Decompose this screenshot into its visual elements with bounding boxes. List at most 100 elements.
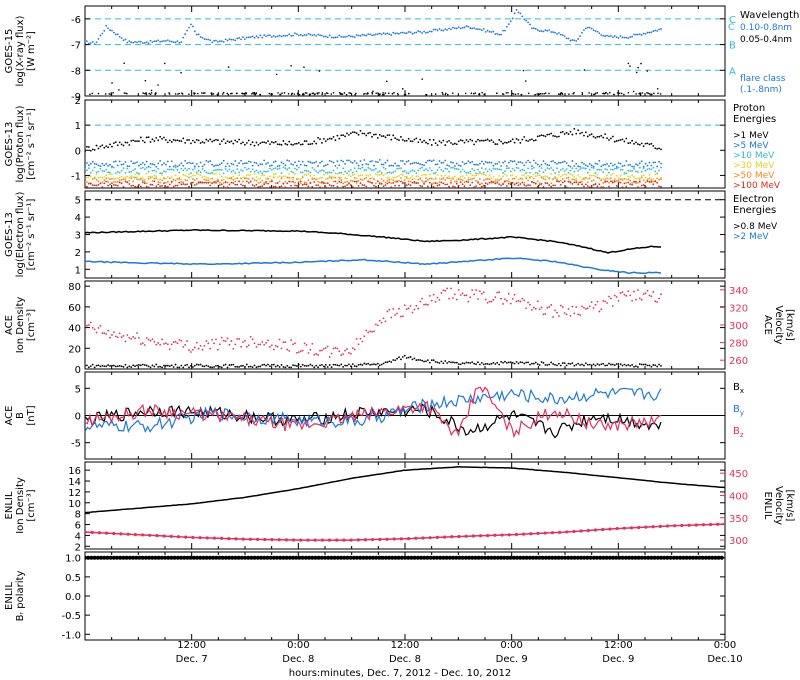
data-point	[376, 362, 379, 365]
data-point	[544, 169, 547, 171]
data-point	[107, 181, 110, 183]
data-point	[691, 555, 695, 560]
data-point	[213, 169, 215, 172]
data-point	[459, 181, 462, 184]
data-point	[361, 179, 364, 181]
data-point	[259, 555, 263, 560]
data-point	[322, 165, 325, 167]
data-point	[307, 173, 310, 175]
data-point	[86, 364, 88, 367]
data-point	[303, 33, 306, 36]
data-point	[353, 36, 356, 39]
data-point	[455, 180, 458, 183]
data-point	[340, 176, 343, 179]
data-point	[428, 177, 431, 180]
data-point	[610, 34, 612, 37]
data-point	[525, 161, 528, 164]
data-point	[544, 182, 547, 184]
data-point	[363, 362, 366, 365]
data-point	[338, 176, 341, 179]
data-point	[504, 298, 506, 301]
data-point	[255, 169, 258, 172]
data-point	[531, 138, 533, 141]
data-point	[490, 180, 493, 183]
data-point	[227, 537, 231, 541]
data-point	[544, 162, 547, 165]
data-point	[313, 174, 316, 177]
data-point	[396, 92, 399, 95]
data-point	[101, 162, 104, 165]
data-point	[636, 143, 639, 145]
data-point	[606, 302, 608, 304]
data-point	[243, 93, 245, 95]
data-point	[373, 164, 375, 167]
data-point	[552, 316, 555, 318]
data-point	[334, 139, 337, 142]
data-point	[617, 139, 620, 142]
data-point	[351, 131, 354, 133]
data-point	[659, 93, 662, 95]
data-point	[554, 184, 556, 187]
data-point	[394, 184, 397, 187]
data-point	[373, 178, 375, 181]
data-point	[193, 184, 196, 186]
data-point	[280, 176, 283, 179]
data-point	[284, 555, 289, 560]
data-point	[448, 297, 450, 300]
data-point	[357, 34, 360, 37]
data-point	[211, 140, 214, 143]
data-point	[255, 179, 258, 182]
data-point	[209, 172, 212, 175]
data-point	[483, 555, 487, 560]
data-point	[163, 40, 165, 42]
data-point	[220, 169, 223, 171]
data-point	[488, 300, 491, 303]
data-point	[413, 170, 416, 172]
data-point	[296, 365, 298, 367]
data-point	[505, 25, 508, 28]
data-point	[263, 537, 267, 542]
data-point	[326, 172, 329, 175]
data-point	[321, 34, 323, 37]
data-point	[394, 176, 397, 179]
data-point	[141, 363, 144, 366]
data-point	[309, 161, 312, 164]
data-point	[461, 183, 464, 186]
data-point	[371, 160, 373, 162]
data-point	[471, 160, 474, 163]
data-point	[644, 169, 647, 172]
data-point	[184, 183, 187, 186]
y-right-tick-label: 450	[729, 469, 748, 480]
data-point	[401, 31, 404, 34]
data-point	[168, 348, 171, 351]
data-point	[636, 177, 639, 180]
data-point	[538, 183, 541, 186]
data-point	[467, 555, 471, 560]
y-axis-label: log(Proton flux)	[15, 105, 26, 182]
data-point	[311, 167, 314, 169]
data-point	[199, 142, 202, 144]
data-point	[317, 366, 319, 369]
data-point	[486, 301, 489, 304]
data-point	[338, 137, 341, 140]
data-point	[203, 38, 206, 40]
data-point	[471, 27, 474, 30]
data-point	[610, 137, 612, 140]
data-point	[488, 140, 491, 142]
data-point	[313, 353, 316, 356]
data-point	[157, 39, 160, 42]
data-point	[640, 363, 643, 366]
data-point	[592, 29, 595, 32]
data-point	[467, 179, 470, 181]
data-point	[565, 530, 569, 534]
data-point	[120, 336, 123, 339]
data-point	[288, 180, 291, 183]
data-point	[488, 168, 491, 171]
data-point	[234, 177, 237, 180]
data-point	[176, 40, 179, 43]
data-point	[313, 177, 316, 180]
data-point	[556, 167, 558, 170]
data-point	[532, 27, 535, 30]
data-point	[380, 33, 383, 36]
data-point	[91, 160, 94, 163]
